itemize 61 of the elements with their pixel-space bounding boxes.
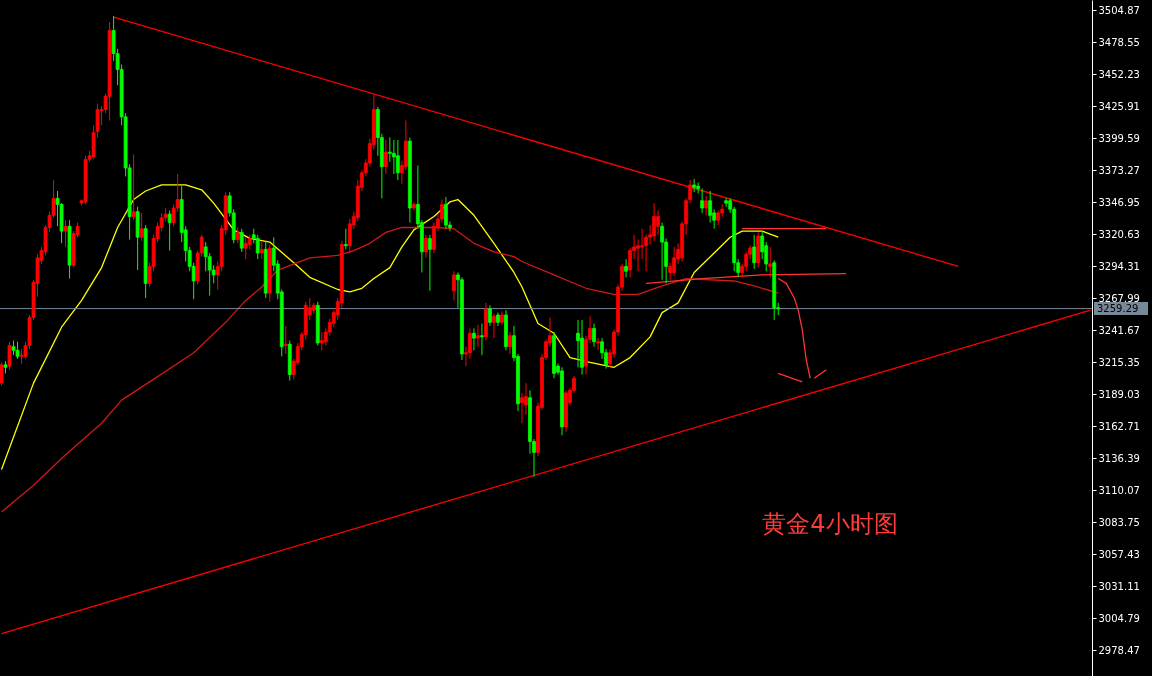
candlestick: [520, 392, 524, 424]
candlestick: [624, 258, 628, 278]
candlestick: [139, 212, 144, 242]
y-tick-label: 3399.59: [1098, 132, 1140, 144]
line-series: [0, 184, 779, 471]
candlestick: [704, 195, 709, 216]
y-tick-label: 3004.79: [1098, 612, 1140, 624]
y-tick-label: 3031.11: [1098, 580, 1140, 592]
y-tick-label: 3057.43: [1098, 548, 1140, 560]
candlestick: [452, 270, 456, 301]
y-tick-label: 3425.91: [1098, 100, 1140, 112]
y-tick-label: 3136.39: [1098, 452, 1140, 464]
y-tick-label: 3189.03: [1098, 388, 1140, 400]
candlestick: [508, 331, 512, 355]
candlestick: [492, 313, 496, 339]
ref-line-label: 3259.29: [1097, 302, 1139, 314]
candlestick: [319, 331, 324, 351]
candlestick: [708, 190, 713, 224]
candlestick: [692, 178, 697, 193]
y-tick-label: 3320.63: [1098, 228, 1140, 240]
y-tick-label: 3504.87: [1098, 4, 1140, 16]
line-series: [645, 273, 847, 285]
candlestick: [343, 228, 348, 250]
y-tick-label: 3162.71: [1098, 420, 1140, 432]
candlestick: [283, 325, 288, 355]
candlestick: [243, 236, 248, 260]
candlestick: [480, 323, 484, 356]
y-tick-label: 3110.07: [1098, 484, 1140, 496]
candlestick: [768, 246, 773, 278]
y-tick-label: 3452.23: [1098, 68, 1140, 80]
y-tick-label: 3083.75: [1098, 516, 1140, 528]
candlestick: [444, 196, 448, 230]
candlestick: [423, 234, 428, 259]
y-tick-label: 3346.95: [1098, 196, 1140, 208]
candlestick: [259, 240, 264, 260]
candlestick: [696, 182, 701, 194]
candlestick: [592, 323, 596, 348]
candlestick: [63, 219, 68, 248]
line-series: [777, 277, 811, 379]
candlestick: [672, 246, 677, 277]
candlestick: [700, 188, 705, 214]
candlestick: [255, 234, 260, 260]
y-tick-label: 3241.67: [1098, 324, 1140, 336]
candlestick: [660, 222, 665, 281]
candlestick: [476, 324, 480, 348]
y-tick-label: 3478.55: [1098, 36, 1140, 48]
y-tick-label: 3294.31: [1098, 260, 1140, 272]
y-tick-label: 3215.35: [1098, 356, 1140, 368]
annotation: 黄金4小时图: [762, 510, 898, 539]
candlestick: [656, 209, 660, 236]
y-tick-label: 3267.99: [1098, 292, 1140, 304]
y-tick-label: 3373.27: [1098, 164, 1140, 176]
candlestick: [395, 139, 400, 181]
candlestick: [472, 327, 476, 351]
candlestick: [596, 337, 600, 351]
candlestick: [652, 202, 656, 242]
candlestick: [383, 139, 388, 175]
candlestick: [131, 154, 136, 221]
candlestick: [752, 234, 757, 270]
candlestick: [488, 304, 492, 327]
y-tick-label: 2978.47: [1098, 644, 1140, 656]
